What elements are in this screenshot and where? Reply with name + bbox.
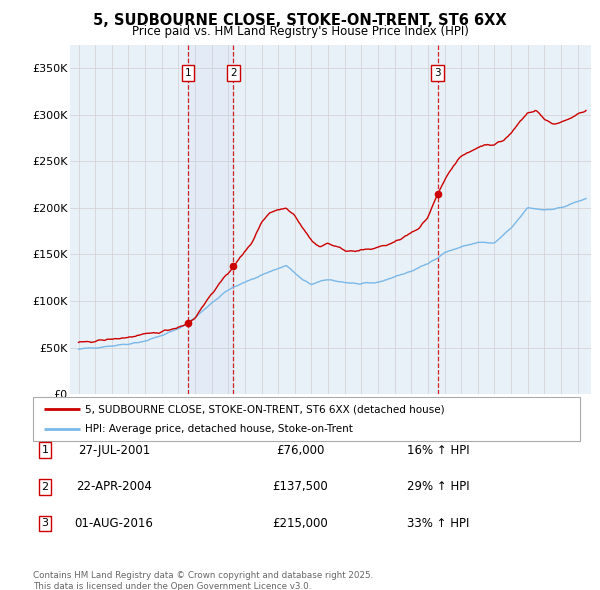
Text: 1: 1: [41, 445, 49, 455]
Text: 2: 2: [230, 68, 237, 78]
FancyBboxPatch shape: [33, 397, 580, 441]
Text: 29% ↑ HPI: 29% ↑ HPI: [407, 480, 469, 493]
Text: £76,000: £76,000: [276, 444, 324, 457]
Text: 33% ↑ HPI: 33% ↑ HPI: [407, 517, 469, 530]
Text: 3: 3: [41, 519, 49, 528]
Bar: [188, 45, 233, 394]
Text: Contains HM Land Registry data © Crown copyright and database right 2025.
This d: Contains HM Land Registry data © Crown c…: [33, 571, 373, 590]
Text: 5, SUDBOURNE CLOSE, STOKE-ON-TRENT, ST6 6XX (detached house): 5, SUDBOURNE CLOSE, STOKE-ON-TRENT, ST6 …: [85, 404, 445, 414]
Text: 1: 1: [185, 68, 191, 78]
Text: HPI: Average price, detached house, Stoke-on-Trent: HPI: Average price, detached house, Stok…: [85, 424, 353, 434]
Text: £137,500: £137,500: [272, 480, 328, 493]
Text: 3: 3: [434, 68, 441, 78]
Text: 22-APR-2004: 22-APR-2004: [76, 480, 152, 493]
Text: 16% ↑ HPI: 16% ↑ HPI: [407, 444, 469, 457]
Text: 5, SUDBOURNE CLOSE, STOKE-ON-TRENT, ST6 6XX: 5, SUDBOURNE CLOSE, STOKE-ON-TRENT, ST6 …: [93, 13, 507, 28]
Text: Price paid vs. HM Land Registry's House Price Index (HPI): Price paid vs. HM Land Registry's House …: [131, 25, 469, 38]
Text: 01-AUG-2016: 01-AUG-2016: [74, 517, 154, 530]
Text: 27-JUL-2001: 27-JUL-2001: [78, 444, 150, 457]
Text: £215,000: £215,000: [272, 517, 328, 530]
Text: 2: 2: [41, 482, 49, 491]
